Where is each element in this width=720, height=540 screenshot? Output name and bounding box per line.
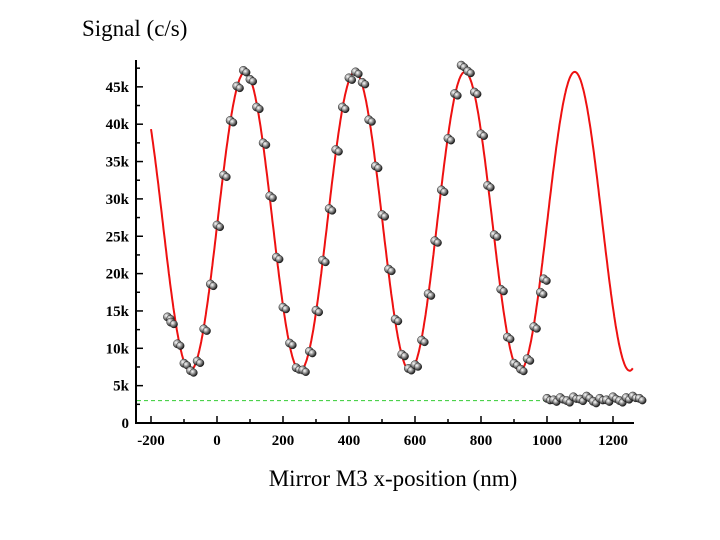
data-point xyxy=(348,75,357,84)
y-tick-label: 20k xyxy=(106,267,130,283)
data-point xyxy=(381,212,390,221)
y-tick-label: 10k xyxy=(106,341,130,357)
data-point xyxy=(526,356,535,365)
data-point xyxy=(414,362,423,371)
x-tick-label: 600 xyxy=(404,433,427,449)
data-point xyxy=(229,118,238,127)
y-tick-label: 30k xyxy=(106,192,130,208)
data-point xyxy=(499,287,508,296)
data-point xyxy=(222,172,231,181)
x-tick-label: -200 xyxy=(137,433,165,449)
data-point xyxy=(262,140,271,149)
y-tick-label: 40k xyxy=(106,117,130,133)
data-point xyxy=(394,317,403,326)
data-point xyxy=(486,183,495,192)
data-point xyxy=(354,69,363,78)
data-point xyxy=(328,206,337,215)
data-point xyxy=(387,267,396,276)
y-tick-label: 15k xyxy=(106,304,130,320)
data-point xyxy=(420,338,429,347)
data-point xyxy=(209,282,218,291)
data-point xyxy=(493,232,502,241)
data-point xyxy=(440,187,449,196)
data-point xyxy=(466,69,475,78)
data-point xyxy=(268,193,277,202)
data-point xyxy=(308,349,317,358)
data-point xyxy=(196,358,205,367)
y-tick-label: 0 xyxy=(122,416,130,432)
x-axis-title: Mirror M3 x-position (nm) xyxy=(269,466,518,491)
data-point xyxy=(334,147,343,156)
data-point xyxy=(255,105,264,114)
data-point xyxy=(315,308,324,317)
data-point xyxy=(202,326,211,335)
data-point xyxy=(275,255,284,264)
data-point xyxy=(367,117,376,126)
data-point xyxy=(189,368,198,377)
y-tick-label: 45k xyxy=(106,80,130,96)
data-point xyxy=(447,136,456,145)
x-tick-label: 1000 xyxy=(532,433,562,449)
data-point xyxy=(248,77,257,86)
data-point xyxy=(282,305,291,314)
x-tick-label: 400 xyxy=(338,433,361,449)
data-point xyxy=(176,341,185,350)
data-point xyxy=(532,324,541,333)
x-tick-label: 200 xyxy=(272,433,295,449)
y-tick-label: 25k xyxy=(106,229,130,245)
data-point xyxy=(215,223,224,232)
data-point xyxy=(361,80,370,89)
data-point xyxy=(473,90,482,99)
data-point xyxy=(427,291,436,300)
fit-curve xyxy=(150,70,634,372)
data-point xyxy=(288,341,297,350)
data-point xyxy=(235,84,244,93)
data-point xyxy=(321,258,330,267)
data-point xyxy=(542,276,551,285)
data-point xyxy=(539,290,548,299)
y-axis-title: Signal (c/s) xyxy=(82,16,187,41)
y-tick-label: 5k xyxy=(113,379,130,395)
x-tick-label: 0 xyxy=(213,433,221,449)
x-tick-label: 800 xyxy=(470,433,493,449)
data-point xyxy=(480,131,489,140)
data-point xyxy=(169,320,178,329)
data-point xyxy=(638,396,647,405)
data-point xyxy=(453,91,462,100)
data-point xyxy=(506,335,515,344)
y-tick-label: 35k xyxy=(106,155,130,171)
data-point xyxy=(301,367,310,376)
data-point xyxy=(519,367,528,376)
data-point xyxy=(374,164,383,173)
data-point xyxy=(433,238,442,247)
data-point xyxy=(341,105,350,114)
data-point xyxy=(400,352,409,361)
x-tick-label: 1200 xyxy=(598,433,628,449)
data-point xyxy=(242,68,251,77)
